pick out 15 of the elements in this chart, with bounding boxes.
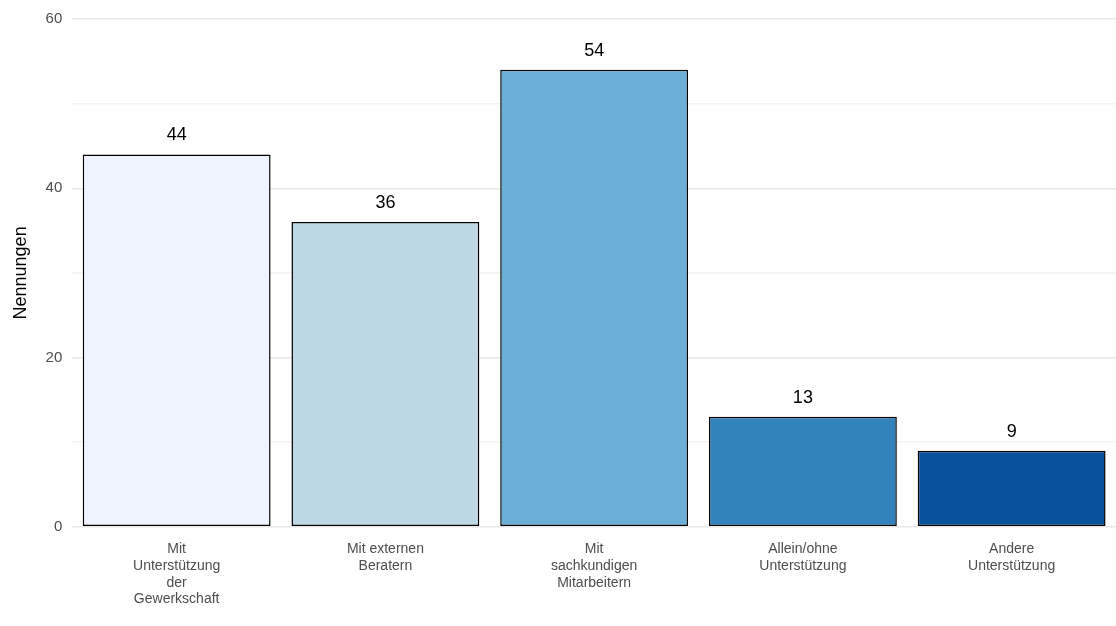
y-tick-label: 0 — [53, 516, 63, 534]
data-label: 13 — [792, 386, 813, 407]
y-tick-label: 20 — [45, 347, 63, 365]
data-label: 36 — [375, 192, 396, 213]
data-label: 54 — [584, 39, 605, 60]
data-label: 44 — [166, 124, 187, 145]
y-axis-title: Nennungen — [9, 226, 30, 320]
x-tick-label: Mit sachkundigen Mitarbeitern — [550, 540, 638, 590]
x-tick-label: Allein/ohne Unterstützung — [759, 540, 847, 573]
data-label: 9 — [1006, 420, 1017, 441]
y-tick-label: 60 — [45, 9, 63, 27]
x-tick-label: Mit externen Beratern — [346, 540, 424, 573]
y-tick-label: 40 — [45, 178, 63, 196]
x-tick-label: Andere Unterstützung — [968, 540, 1056, 573]
x-tick-label: Mit Unterstützung der Gewerkschaft — [133, 540, 221, 607]
